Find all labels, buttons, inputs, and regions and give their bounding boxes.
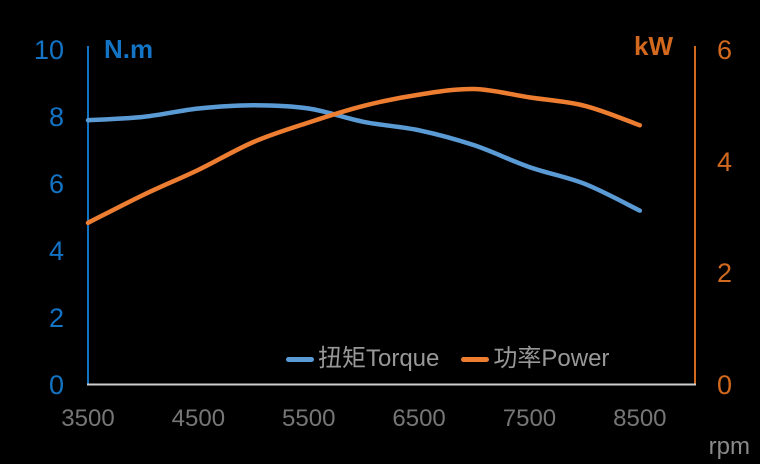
power-curve — [85, 86, 643, 226]
power-line-swatch — [461, 356, 490, 362]
x-tick-5500: 5500 — [282, 405, 336, 432]
torque-curve — [85, 102, 643, 213]
y-left-tick-8: 8 — [48, 101, 64, 132]
y-left-tick-6: 6 — [48, 168, 64, 199]
x-tick-3500: 3500 — [61, 405, 115, 432]
x-tick-4500: 4500 — [171, 405, 226, 432]
legend-item-torque[interactable]: 扭矩Torque — [286, 346, 439, 372]
left-axis-title: N.m — [104, 34, 154, 64]
y-left-tick-10: 10 — [33, 35, 64, 65]
y-right-tick-4: 4 — [717, 146, 733, 177]
y-right-tick-2: 2 — [717, 258, 733, 288]
power-legend-label: 功率Power — [493, 345, 610, 372]
torque-legend-label: 扭矩Torque — [318, 345, 440, 372]
y-right-tick-6: 6 — [717, 35, 733, 65]
x-tick-8500: 8500 — [613, 405, 667, 432]
right-axis-title: kW — [634, 31, 673, 61]
x-tick-6500: 6500 — [392, 405, 446, 432]
torque-line-swatch — [286, 356, 314, 362]
y-left-tick-2: 2 — [48, 302, 64, 333]
legend-item-power[interactable]: 功率Power — [461, 346, 609, 372]
legend: 扭矩Torque 功率Power — [286, 346, 609, 372]
x-tick-7500: 7500 — [502, 405, 557, 432]
y-left-tick-0: 0 — [48, 369, 64, 400]
x-axis-unit-label: rpm — [708, 433, 750, 460]
y-right-tick-0: 0 — [717, 369, 733, 400]
y-left-tick-4: 4 — [48, 235, 64, 266]
